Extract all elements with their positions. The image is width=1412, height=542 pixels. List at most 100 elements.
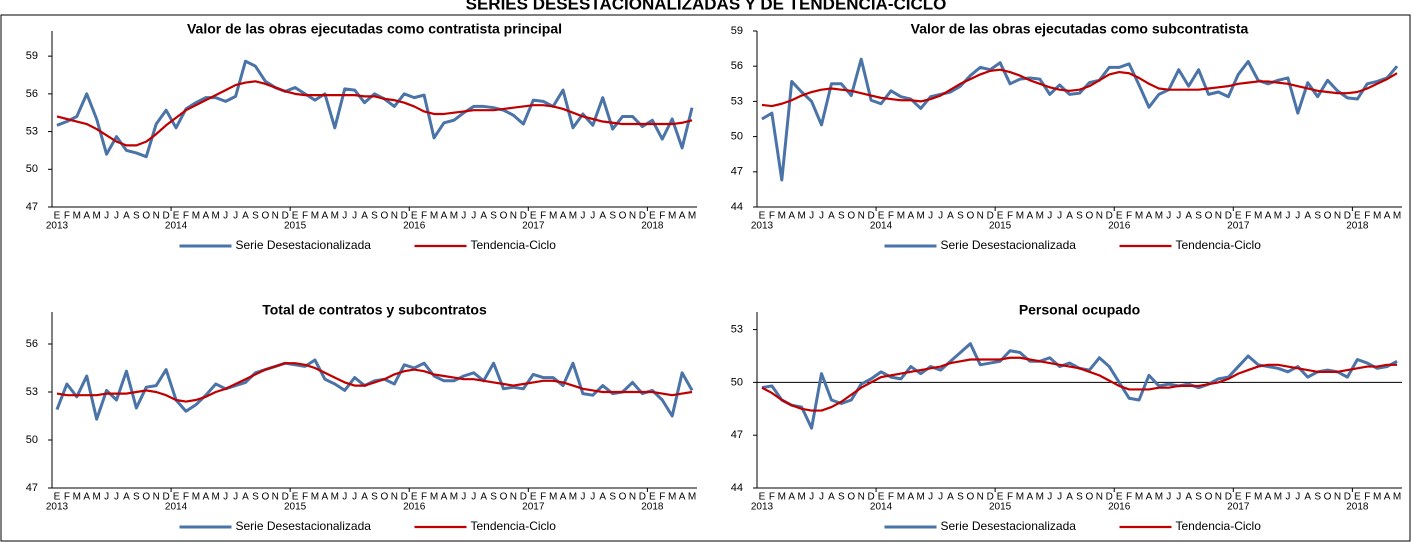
x-tick-label: J xyxy=(114,492,119,503)
x-tick-label: N xyxy=(1215,492,1222,503)
x-tick-label: D xyxy=(1106,211,1113,222)
legend-label: Tendencia-Ciclo xyxy=(471,238,557,252)
x-tick-label: O xyxy=(500,492,508,503)
x-tick-label: J xyxy=(223,492,228,503)
x-tick-label: M xyxy=(797,211,805,222)
x-tick-label: A xyxy=(679,492,686,503)
x-tick-label: E xyxy=(411,492,418,503)
x-tick-label: S xyxy=(490,211,497,222)
x-tick-label: O xyxy=(261,211,269,222)
x-tick-label: O xyxy=(619,492,627,503)
x-tick-label: A xyxy=(788,492,795,503)
x-tick-label: A xyxy=(361,211,368,222)
x-tick-label: A xyxy=(1265,492,1272,503)
x-group-label: 2017 xyxy=(522,502,545,513)
x-tick-label: J xyxy=(1057,492,1062,503)
x-tick-label: M xyxy=(1274,211,1282,222)
x-tick-label: F xyxy=(64,211,70,222)
legend-label: Serie Desestacionalizada xyxy=(941,238,1077,252)
x-tick-label: M xyxy=(430,211,438,222)
x-tick-label: A xyxy=(322,211,329,222)
x-tick-label: D xyxy=(1344,211,1351,222)
x-tick-label: E xyxy=(1116,492,1123,503)
x-tick-label: E xyxy=(1116,211,1123,222)
x-tick-label: F xyxy=(540,211,546,222)
legend-label: Serie Desestacionalizada xyxy=(236,519,372,533)
x-tick-label: M xyxy=(1254,492,1262,503)
x-tick-label: M xyxy=(1254,211,1262,222)
x-tick-label: J xyxy=(938,211,943,222)
series-line xyxy=(761,342,1398,430)
y-tick-label: 44 xyxy=(731,201,743,213)
x-tick-label: F xyxy=(888,492,894,503)
x-tick-label: F xyxy=(183,492,189,503)
x-tick-label: J xyxy=(809,211,814,222)
x-tick-label: F xyxy=(421,492,427,503)
x-tick-label: S xyxy=(1314,492,1321,503)
x-tick-label: J xyxy=(928,211,933,222)
x-tick-label: E xyxy=(292,492,299,503)
x-tick-label: J xyxy=(233,492,238,503)
x-tick-label: F xyxy=(183,211,189,222)
x-tick-label: E xyxy=(759,492,766,503)
x-tick-label: J xyxy=(590,492,595,503)
x-tick-label: M xyxy=(73,211,81,222)
x-tick-label: N xyxy=(510,211,517,222)
x-tick-label: O xyxy=(142,492,150,503)
x-tick-label: A xyxy=(907,492,914,503)
series-line xyxy=(761,356,1398,412)
x-tick-label: A xyxy=(480,492,487,503)
x-tick-label: N xyxy=(272,211,279,222)
x-tick-label: A xyxy=(1304,211,1311,222)
x-tick-label: E xyxy=(649,211,656,222)
x-tick-label: D xyxy=(282,211,289,222)
x-tick-label: M xyxy=(73,492,81,503)
x-tick-label: J xyxy=(352,211,357,222)
x-tick-label: O xyxy=(1324,211,1332,222)
x-tick-label: M xyxy=(1155,492,1163,503)
x-group-label: 2016 xyxy=(1108,221,1131,232)
x-tick-label: J xyxy=(1057,211,1062,222)
x-tick-label: F xyxy=(302,211,308,222)
x-tick-label: O xyxy=(1086,211,1094,222)
x-tick-label: S xyxy=(371,492,378,503)
x-tick-label: A xyxy=(83,492,90,503)
x-tick-label: J xyxy=(938,492,943,503)
x-tick-label: D xyxy=(282,492,289,503)
y-tick-label: 50 xyxy=(731,376,743,388)
x-tick-label: E xyxy=(1354,492,1361,503)
x-tick-label: A xyxy=(1384,211,1391,222)
x-tick-label: J xyxy=(1047,492,1052,503)
x-tick-label: A xyxy=(679,211,686,222)
y-tick-label: 47 xyxy=(731,166,743,178)
x-tick-label: M xyxy=(1036,211,1044,222)
x-tick-label: D xyxy=(867,492,874,503)
x-tick-label: A xyxy=(441,211,448,222)
y-tick-label: 53 xyxy=(26,386,38,398)
x-tick-label: M xyxy=(212,492,220,503)
x-tick-label: M xyxy=(1016,492,1024,503)
x-tick-label: E xyxy=(54,211,61,222)
x-group-label: 2017 xyxy=(1227,502,1250,513)
y-tick-label: 53 xyxy=(26,125,38,137)
x-tick-label: A xyxy=(1185,492,1192,503)
x-tick-label: N xyxy=(153,492,160,503)
chart-title: Total de contratos y subcontratos xyxy=(262,302,487,318)
x-tick-label: M xyxy=(92,211,100,222)
x-tick-label: M xyxy=(897,492,905,503)
x-tick-label: F xyxy=(1007,211,1013,222)
x-tick-label: A xyxy=(788,211,795,222)
x-group-label: 2018 xyxy=(1346,221,1369,232)
x-tick-label: A xyxy=(123,492,130,503)
x-group-label: 2013 xyxy=(751,221,774,232)
x-tick-label: A xyxy=(242,211,249,222)
x-tick-label: F xyxy=(659,492,665,503)
x-tick-label: S xyxy=(1195,492,1202,503)
x-tick-label: M xyxy=(311,211,319,222)
x-tick-label: E xyxy=(997,211,1004,222)
x-tick-label: E xyxy=(649,492,656,503)
x-tick-label: J xyxy=(1166,211,1171,222)
x-tick-label: J xyxy=(114,211,119,222)
y-tick-label: 50 xyxy=(26,434,38,446)
x-tick-label: S xyxy=(1076,492,1083,503)
